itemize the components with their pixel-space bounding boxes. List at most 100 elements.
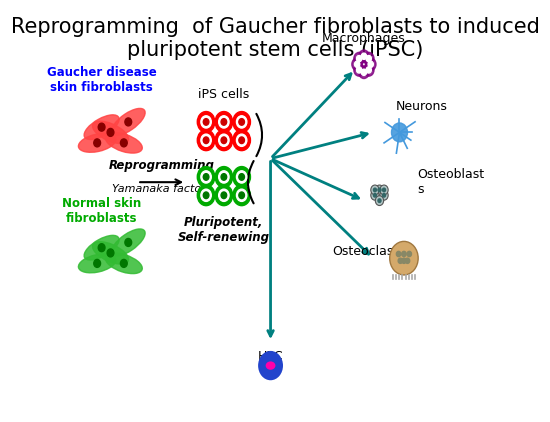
Circle shape <box>239 192 244 199</box>
Circle shape <box>233 111 250 132</box>
Text: Reprogramming: Reprogramming <box>109 159 214 172</box>
Circle shape <box>402 258 406 263</box>
Circle shape <box>204 192 209 199</box>
Circle shape <box>392 123 408 142</box>
Ellipse shape <box>79 254 116 273</box>
Text: Macrophages: Macrophages <box>322 32 406 45</box>
Circle shape <box>219 134 229 146</box>
Circle shape <box>354 61 360 68</box>
Circle shape <box>373 188 376 192</box>
Circle shape <box>204 119 209 125</box>
Text: iPS cells: iPS cells <box>198 88 250 101</box>
Circle shape <box>397 252 401 257</box>
Circle shape <box>94 260 101 268</box>
Text: HPC: HPC <box>258 350 283 363</box>
Circle shape <box>221 192 227 199</box>
Circle shape <box>233 185 250 206</box>
Circle shape <box>378 188 381 192</box>
Circle shape <box>215 167 233 187</box>
Circle shape <box>197 167 215 187</box>
Circle shape <box>98 123 105 131</box>
Circle shape <box>375 196 384 206</box>
Circle shape <box>371 185 379 195</box>
Text: Neurons: Neurons <box>396 100 448 113</box>
Circle shape <box>204 137 209 143</box>
Circle shape <box>390 241 418 275</box>
Circle shape <box>219 171 229 183</box>
Circle shape <box>125 118 131 126</box>
Circle shape <box>236 189 247 201</box>
Circle shape <box>120 139 127 147</box>
Text: Osteoclasts: Osteoclasts <box>332 245 405 258</box>
Circle shape <box>380 185 388 195</box>
Circle shape <box>356 67 362 73</box>
Circle shape <box>366 55 371 62</box>
Circle shape <box>407 252 411 257</box>
Circle shape <box>219 189 229 201</box>
Ellipse shape <box>79 133 116 152</box>
Ellipse shape <box>112 229 145 256</box>
Circle shape <box>356 55 362 62</box>
Ellipse shape <box>84 235 119 260</box>
Circle shape <box>352 58 362 70</box>
Circle shape <box>364 52 374 65</box>
Circle shape <box>201 134 211 146</box>
Ellipse shape <box>92 121 129 143</box>
Circle shape <box>258 351 283 380</box>
Text: Gaucher disease
skin fibroblasts: Gaucher disease skin fibroblasts <box>47 66 157 94</box>
Circle shape <box>219 116 229 128</box>
Circle shape <box>371 190 379 200</box>
Circle shape <box>354 52 365 65</box>
Ellipse shape <box>112 108 145 135</box>
Circle shape <box>239 119 244 125</box>
Circle shape <box>201 189 211 201</box>
Circle shape <box>125 238 131 246</box>
Circle shape <box>382 188 386 192</box>
Circle shape <box>368 61 373 68</box>
Circle shape <box>221 119 227 125</box>
Circle shape <box>94 139 101 147</box>
Text: Yamanaka factors: Yamanaka factors <box>112 184 211 194</box>
Circle shape <box>382 194 386 197</box>
Circle shape <box>221 137 227 143</box>
Circle shape <box>98 243 105 252</box>
Circle shape <box>361 69 366 76</box>
Circle shape <box>366 67 371 73</box>
Circle shape <box>233 130 250 151</box>
Circle shape <box>215 111 233 132</box>
Ellipse shape <box>84 115 119 140</box>
Circle shape <box>215 130 233 151</box>
Circle shape <box>375 185 384 195</box>
Circle shape <box>236 134 247 146</box>
Text: Reprogramming  of Gaucher fibroblasts to induced
pluripotent stem cells (iPSC): Reprogramming of Gaucher fibroblasts to … <box>10 17 540 60</box>
Circle shape <box>201 171 211 183</box>
Circle shape <box>221 173 227 180</box>
Circle shape <box>107 128 114 136</box>
Circle shape <box>378 199 381 203</box>
Circle shape <box>197 111 215 132</box>
Circle shape <box>215 185 233 206</box>
Ellipse shape <box>106 133 142 153</box>
Text: Osteoblast
s: Osteoblast s <box>417 168 485 196</box>
Circle shape <box>359 66 369 78</box>
Circle shape <box>365 58 376 70</box>
Text: Pluripotent,
Self-renewing: Pluripotent, Self-renewing <box>178 216 270 244</box>
Circle shape <box>398 258 403 263</box>
Circle shape <box>380 190 388 200</box>
Circle shape <box>364 64 374 76</box>
Ellipse shape <box>266 361 276 370</box>
Circle shape <box>239 137 244 143</box>
Circle shape <box>405 258 410 263</box>
Circle shape <box>239 173 244 180</box>
Ellipse shape <box>106 253 142 273</box>
Circle shape <box>197 185 215 206</box>
Circle shape <box>402 252 406 257</box>
Circle shape <box>120 260 127 268</box>
Circle shape <box>204 173 209 180</box>
Text: Normal skin
fibroblasts: Normal skin fibroblasts <box>62 197 141 225</box>
Circle shape <box>236 116 247 128</box>
Circle shape <box>373 194 376 197</box>
Circle shape <box>236 171 247 183</box>
Circle shape <box>233 167 250 187</box>
Circle shape <box>197 130 215 151</box>
